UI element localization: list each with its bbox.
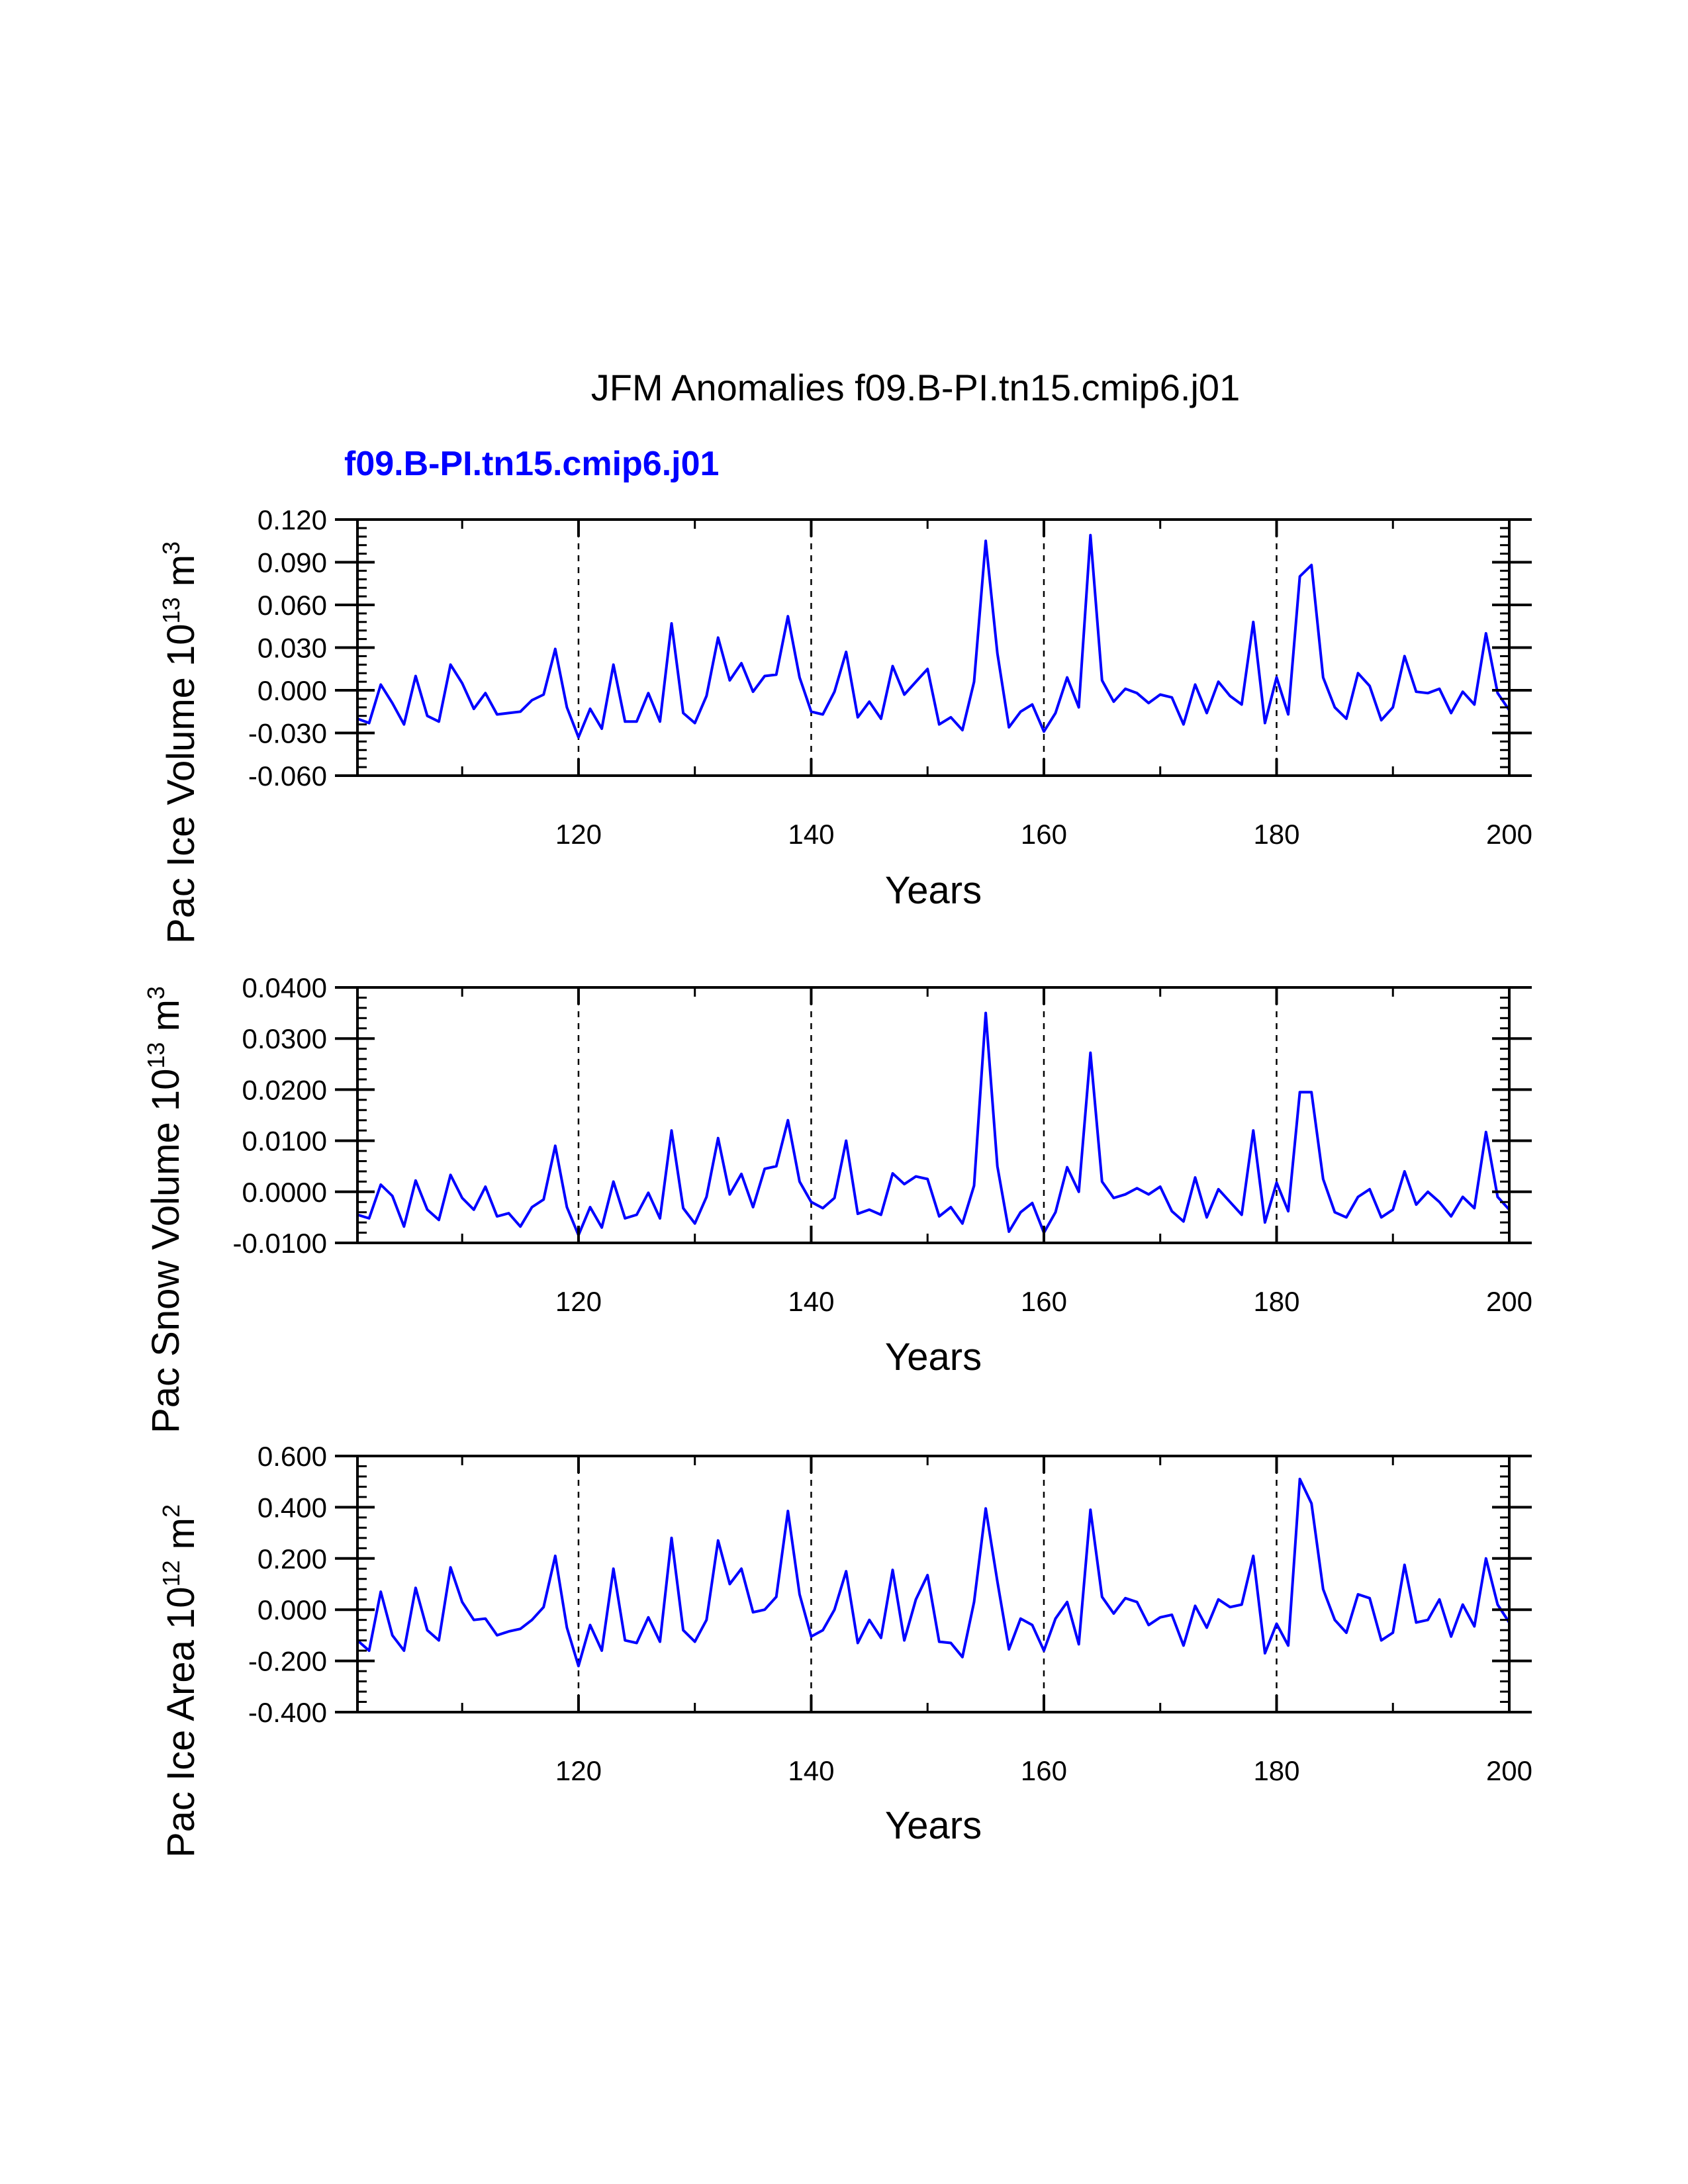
- y-tick-label: 0.400: [258, 1492, 327, 1523]
- x-tick-label: 180: [1253, 819, 1299, 850]
- x-tick-label: 200: [1486, 1286, 1532, 1317]
- x-tick-label: 160: [1021, 819, 1067, 850]
- y-tick-label: 0.200: [258, 1543, 327, 1574]
- y-tick-label: 0.060: [258, 590, 327, 621]
- y-label-exponent: 13: [142, 1042, 169, 1069]
- y-label-prefix: Pac Ice Area 10: [160, 1587, 203, 1858]
- x-tick-label: 180: [1253, 1286, 1299, 1317]
- y-tick-label: 0.0100: [242, 1126, 327, 1157]
- plot-frame: [356, 518, 1511, 777]
- figure-title: JFM Anomalies f09.B-PI.tn15.cmip6.j01: [591, 367, 1240, 408]
- y-label-exponent: 12: [158, 1560, 185, 1586]
- y-label-prefix: Pac Ice Volume 10: [160, 623, 203, 944]
- y-label-unit: m: [160, 555, 203, 597]
- y-axis-label: Pac Ice Area 1012 m2: [158, 1504, 203, 1858]
- x-tick-label: 140: [788, 1286, 834, 1317]
- x-tick-label: 140: [788, 819, 834, 850]
- panel-ice-area: Pac Ice Area 1012 m2 Years 120 140 160 180 2…: [158, 1441, 1532, 1858]
- y-tick-label: -0.0100: [233, 1228, 327, 1259]
- y-tick-label: -0.060: [248, 760, 327, 792]
- x-axis-label: Years: [885, 1336, 982, 1379]
- y-tick-label: 0.030: [258, 633, 327, 664]
- y-label-unit-exponent: 2: [158, 1504, 185, 1518]
- y-axis-label: Pac Snow Volume 1013 m3: [142, 986, 187, 1433]
- x-tick-label: 160: [1021, 1286, 1067, 1317]
- y-tick-label: -0.200: [248, 1646, 327, 1677]
- y-tick-label: 0.090: [258, 547, 327, 578]
- x-axis-label: Years: [885, 1804, 982, 1847]
- panel-ice-volume: Pac Ice Volume 1013 m3 Years 120 140 160 18…: [158, 504, 1532, 944]
- y-tick-label: 0.000: [258, 1594, 327, 1625]
- y-label-prefix: Pac Snow Volume 10: [144, 1069, 187, 1433]
- y-tick-label: 0.0200: [242, 1074, 327, 1105]
- plot-frame: [356, 1455, 1511, 1713]
- panel-snow-volume: Pac Snow Volume 1013 m3 Years 120 140 160 1…: [142, 972, 1532, 1433]
- y-label-exponent: 13: [158, 597, 185, 623]
- x-tick-label: 120: [555, 1286, 602, 1317]
- y-label-unit: m: [144, 999, 187, 1042]
- y-tick-label: 0.120: [258, 504, 327, 535]
- plot-frame: [356, 986, 1511, 1244]
- x-tick-label: 120: [555, 819, 602, 850]
- data-series-line: [356, 1477, 1511, 1668]
- x-axis-label: Years: [885, 869, 982, 912]
- y-tick-label: 0.0300: [242, 1023, 327, 1054]
- y-tick-label: -0.030: [248, 718, 327, 749]
- y-tick-label: 0.600: [258, 1441, 327, 1472]
- y-tick-label: 0.000: [258, 675, 327, 706]
- y-label-unit-exponent: 3: [158, 541, 185, 555]
- y-label-unit-exponent: 3: [142, 986, 169, 999]
- x-tick-label: 180: [1253, 1755, 1299, 1786]
- x-tick-label: 160: [1021, 1755, 1067, 1786]
- x-tick-label: 140: [788, 1755, 834, 1786]
- x-tick-label: 200: [1486, 819, 1532, 850]
- y-tick-label: 0.0400: [242, 972, 327, 1003]
- data-series-line: [357, 1011, 1511, 1237]
- figure-subtitle: f09.B-PI.tn15.cmip6.j01: [344, 445, 719, 483]
- data-series-line: [357, 533, 1511, 739]
- x-tick-label: 120: [555, 1755, 602, 1786]
- y-axis-label: Pac Ice Volume 1013 m3: [158, 541, 203, 944]
- y-tick-label: -0.400: [248, 1697, 327, 1728]
- x-tick-label: 200: [1486, 1755, 1532, 1786]
- y-label-unit: m: [160, 1518, 203, 1560]
- y-tick-label: 0.0000: [242, 1177, 327, 1208]
